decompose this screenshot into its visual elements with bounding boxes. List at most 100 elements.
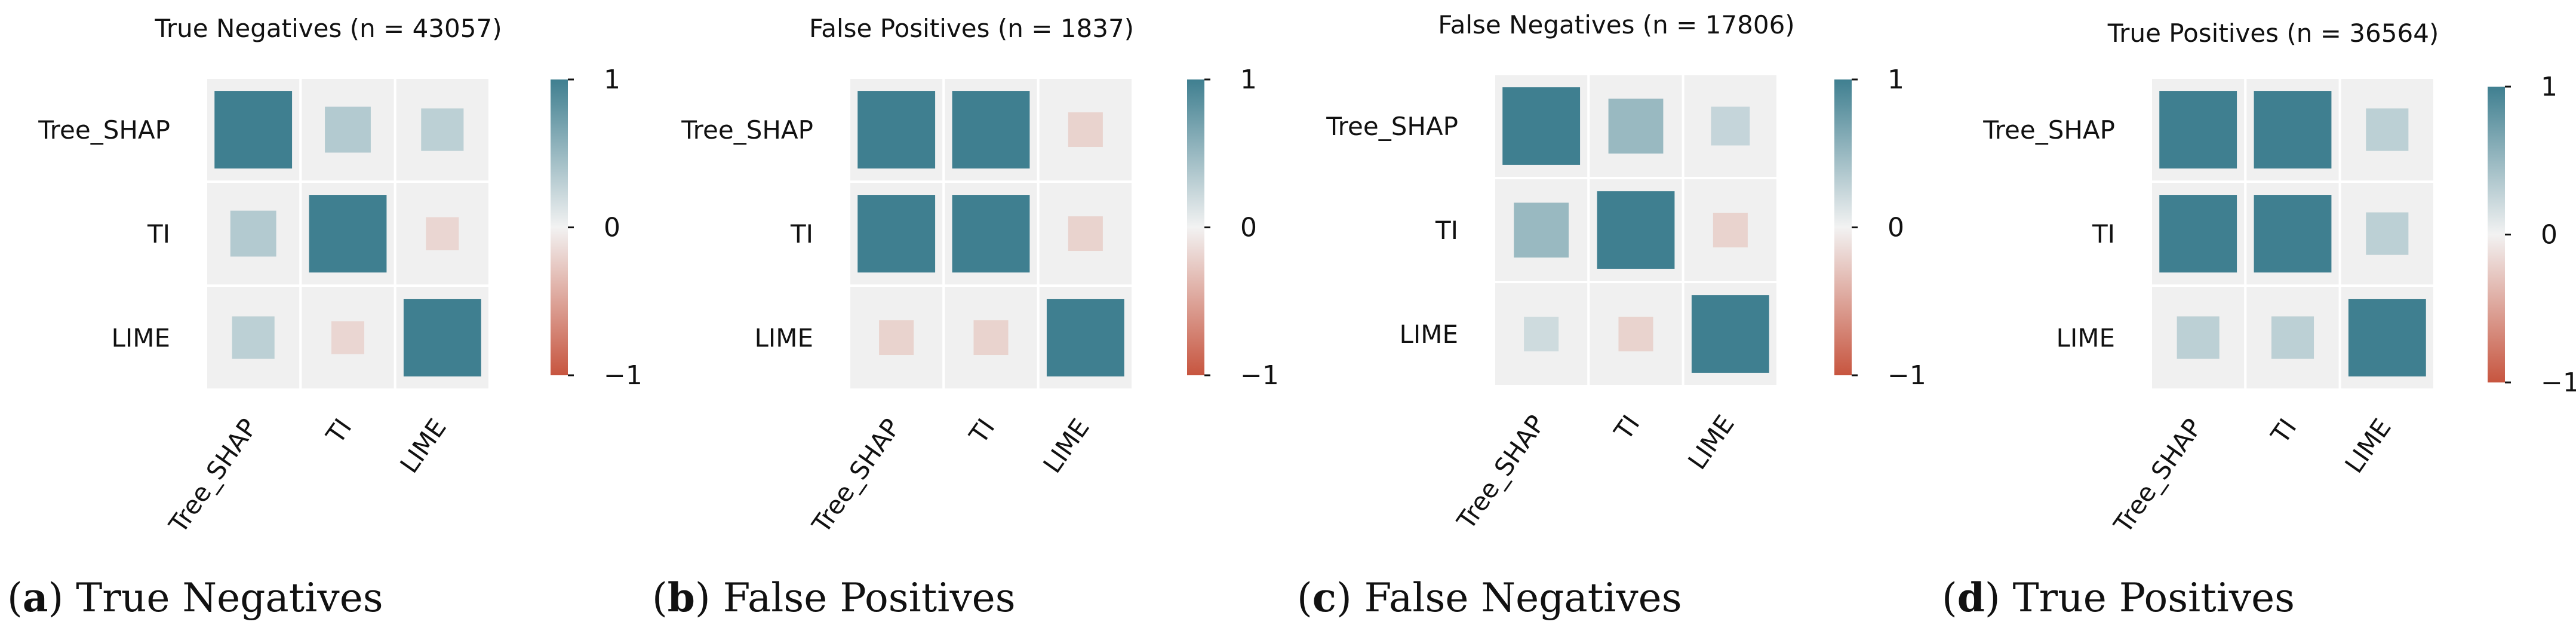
heatmap-cell-bg: [299, 284, 396, 391]
colorbar-tick-label: 1: [1240, 65, 1257, 95]
caption-text: True Positives: [2013, 575, 2295, 621]
colorbar: [1187, 79, 1204, 375]
caption-letter: d: [1957, 574, 1985, 621]
colorbar: [551, 79, 568, 375]
colorbar-tick-label: −1: [1240, 360, 1279, 391]
chart-title: True Positives (n = 36564): [2107, 19, 2439, 48]
heatmap-square: [309, 195, 387, 272]
colorbar: [2488, 87, 2505, 382]
colorbar-tick-label: −1: [2541, 368, 2576, 398]
heatmap-square: [2254, 91, 2332, 169]
colorbar-tick-label: 0: [604, 213, 620, 243]
heatmap-square: [232, 316, 275, 359]
col-label: LIME: [1682, 410, 1740, 475]
heatmap-square: [952, 195, 1030, 272]
row-label: Tree_SHAP: [681, 115, 813, 145]
colorbar-tick-label: 0: [2541, 220, 2557, 250]
caption-paren-close: ): [1985, 575, 2013, 621]
heatmap-square: [2177, 316, 2220, 359]
caption-letter: b: [668, 574, 695, 621]
heatmap-square: [2366, 212, 2409, 255]
row-label: TI: [2092, 219, 2115, 249]
row-label: LIME: [111, 323, 170, 353]
caption-letter: c: [1312, 574, 1336, 621]
row-label: TI: [147, 219, 170, 249]
panel-caption: (d) True Positives: [1942, 574, 2295, 621]
caption-paren-close: ): [695, 575, 723, 621]
colorbar-tick-label: 0: [1240, 213, 1257, 243]
col-label: Tree_SHAP: [2108, 414, 2208, 539]
caption-paren-open: (: [7, 575, 23, 621]
heatmap-panel-b: False Positives (n = 1837) Tree_SHAP TI LIM…: [652, 14, 1279, 621]
heatmap-square: [1597, 191, 1675, 269]
chart-title: False Negatives (n = 17806): [1438, 10, 1794, 39]
heatmap-square: [1713, 212, 1748, 248]
heatmap-square: [331, 321, 365, 354]
heatmap-panel-a: True Negatives (n = 43057) Tree_SHAP TI LIM…: [7, 14, 643, 621]
heatmap-panel-d: True Positives (n = 36564) Tree_SHAP TI LIM…: [1942, 19, 2576, 621]
heatmap-square: [857, 91, 936, 169]
heatmap-square: [952, 91, 1030, 169]
heatmap-square: [1618, 316, 1653, 352]
row-label: LIME: [2056, 323, 2115, 353]
heatmap-square: [1608, 99, 1664, 154]
panel-caption: (a) True Negatives: [7, 574, 383, 621]
row-label: Tree_SHAP: [1326, 112, 1458, 141]
colorbar-tick-label: 1: [2541, 72, 2557, 102]
caption-paren-open: (: [1942, 575, 1957, 621]
col-label: Tree_SHAP: [806, 414, 906, 539]
heatmap-square: [403, 299, 481, 376]
heatmap-square: [973, 320, 1009, 356]
caption-text: False Positives: [723, 575, 1016, 621]
heatmap-square: [421, 108, 464, 151]
col-label: LIME: [2339, 414, 2397, 479]
colorbar-tick-label: 1: [604, 65, 620, 95]
row-label: Tree_SHAP: [1982, 115, 2115, 145]
col-label: TI: [1608, 410, 1646, 446]
panel-caption: (b) False Positives: [652, 574, 1016, 621]
heatmap-square: [2366, 108, 2409, 151]
heatmap-square: [879, 320, 914, 356]
col-label: Tree_SHAP: [163, 414, 263, 539]
caption-paren-open: (: [1297, 575, 1312, 621]
heatmap-square: [426, 217, 459, 250]
heatmap-square: [1068, 112, 1103, 148]
heatmap-square: [230, 210, 276, 257]
heatmap-square: [2159, 195, 2237, 272]
heatmap-square: [214, 91, 293, 169]
col-label: Tree_SHAP: [1451, 410, 1551, 535]
caption-paren-close: ): [48, 575, 76, 621]
caption-text: True Negatives: [76, 575, 383, 621]
heatmap-square: [1502, 87, 1581, 165]
heatmap-square: [1691, 295, 1769, 373]
panel-caption: (c) False Negatives: [1297, 574, 1682, 621]
colorbar: [1834, 79, 1852, 375]
heatmap-square: [325, 106, 371, 153]
col-label: LIME: [394, 414, 452, 479]
colorbar-tick-label: 1: [1888, 65, 1904, 95]
chart-title: True Negatives (n = 43057): [154, 14, 502, 43]
heatmap-square: [2159, 91, 2237, 169]
colorbar-tick-label: −1: [1888, 360, 1926, 391]
heatmap-square: [1524, 316, 1559, 352]
row-label: TI: [790, 219, 813, 249]
heatmap-square: [1711, 106, 1750, 146]
heatmap-square: [2348, 299, 2426, 376]
heatmap-square: [2271, 316, 2314, 359]
caption-text: False Negatives: [1364, 575, 1682, 621]
colorbar-tick-label: −1: [604, 360, 643, 391]
col-label: TI: [2265, 414, 2303, 449]
caption-paren-close: ): [1336, 575, 1364, 621]
heatmap-square: [1046, 299, 1124, 376]
col-label: LIME: [1037, 414, 1095, 479]
col-label: TI: [963, 414, 1001, 449]
caption-paren-open: (: [652, 575, 668, 621]
colorbar-tick-label: 0: [1888, 213, 1904, 243]
row-label: LIME: [754, 323, 813, 353]
col-label: TI: [320, 414, 358, 449]
row-label: Tree_SHAP: [38, 115, 170, 145]
heatmap-square: [857, 195, 936, 272]
row-label: LIME: [1399, 320, 1458, 349]
row-label: TI: [1435, 216, 1458, 245]
